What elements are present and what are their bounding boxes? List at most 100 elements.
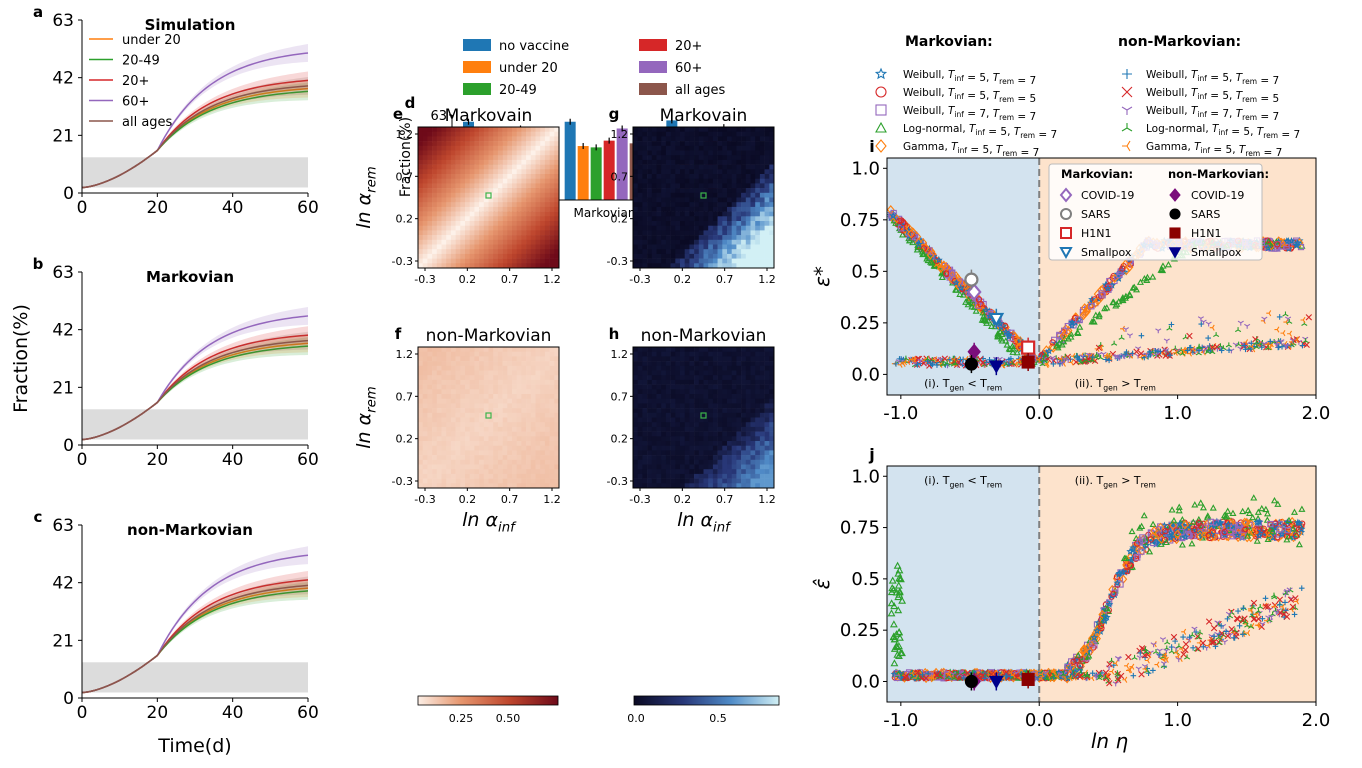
colorbar-cell (467, 696, 469, 705)
colorbar-cell (490, 696, 492, 705)
heat-cell (516, 408, 522, 414)
heat-cell (741, 436, 747, 442)
heat-cell (502, 483, 508, 489)
bar-20+ (603, 140, 615, 200)
heat-cell (656, 230, 662, 236)
heat-cell (741, 136, 747, 142)
heat-cell (684, 192, 690, 198)
heat-cell (703, 178, 709, 184)
heat-cell (759, 192, 765, 198)
heat-cell (460, 351, 466, 357)
heat-cell (521, 398, 527, 404)
heat-cell (502, 403, 508, 409)
heat-cell (755, 244, 761, 250)
heat-cell (465, 155, 470, 161)
heat-cell (512, 235, 517, 241)
heat-cell (698, 370, 704, 376)
heat-cell (642, 459, 648, 465)
heat-cell (483, 141, 489, 147)
heat-cell (698, 455, 704, 461)
heat-cell (694, 422, 700, 428)
heat-cell (469, 192, 475, 198)
heat-cell (717, 258, 723, 264)
heat-cell (460, 450, 466, 456)
colorbar-cell (538, 696, 540, 705)
colorbar-cell (764, 696, 766, 705)
heat-cell (684, 398, 690, 404)
heat-cell (703, 436, 709, 442)
heat-cell (684, 356, 690, 362)
heat-cell (446, 263, 452, 269)
panel-title: Markovian (146, 268, 234, 286)
heat-cell (455, 197, 461, 203)
heat-cell (427, 469, 433, 475)
heat-cell (722, 169, 728, 175)
colorbar-cell (740, 696, 742, 705)
heat-cell (502, 455, 508, 461)
heat-cell (512, 483, 517, 489)
heat-cell (493, 351, 499, 357)
heat-cell (769, 127, 775, 132)
heat-cell (680, 370, 685, 376)
heat-cell (418, 347, 423, 352)
heat-cell (521, 473, 527, 479)
heat-cell (750, 188, 756, 194)
heat-cell (455, 183, 461, 189)
heat-cell (521, 441, 527, 446)
heat-cell (680, 347, 685, 352)
colorbar-cell (755, 696, 757, 705)
heat-cell (502, 375, 508, 381)
colorbar-frame (633, 695, 780, 706)
heat-cell (465, 235, 470, 241)
legend-label: 60+ (122, 95, 149, 110)
heat-cell (460, 258, 466, 264)
heat-cell (530, 394, 536, 399)
heat-cell (502, 225, 508, 231)
heat-cell (665, 221, 671, 226)
heat-cell (479, 174, 485, 179)
heat-cell (446, 450, 452, 456)
heat-cell (722, 431, 728, 437)
heat-cell (549, 258, 555, 264)
heat-cell (694, 436, 700, 442)
heat-cell (535, 235, 541, 241)
heat-cell (745, 426, 751, 432)
heat-cell (418, 188, 423, 194)
scatter-point (1149, 273, 1157, 280)
heat-cell (675, 155, 681, 161)
colorbar-cell (473, 696, 475, 705)
heat-cell (717, 469, 723, 475)
heat-cell (633, 150, 638, 156)
colorbar-cell (518, 696, 520, 705)
heat-cell (722, 375, 728, 381)
heat-cell (755, 188, 761, 194)
heat-cell (488, 206, 494, 212)
heat-cell (479, 150, 485, 156)
heat-cell (436, 202, 442, 208)
heat-cell (535, 394, 541, 399)
heat-cell (465, 394, 470, 399)
heat-cell (469, 412, 475, 418)
heat-cell (656, 216, 662, 222)
heat-cell (535, 258, 541, 264)
colorbar-cell (529, 696, 531, 705)
heat-cell (759, 436, 765, 442)
heat-cell (488, 469, 494, 475)
heat-cell (670, 174, 676, 179)
heat-cell (727, 253, 732, 259)
heat-cell (665, 258, 671, 264)
heat-cell (516, 192, 522, 198)
heat-cell (493, 127, 499, 132)
heat-cell (661, 183, 667, 189)
heat-cell (474, 141, 480, 147)
colorbar-cell (494, 696, 496, 705)
heat-cell (526, 436, 532, 442)
colorbar-cell (418, 696, 420, 705)
heat-cell (731, 436, 737, 442)
heat-cell (526, 211, 532, 217)
heat-cell (759, 206, 765, 212)
heat-cell (651, 136, 657, 142)
heat-cell (717, 188, 723, 194)
heat-cell (540, 178, 546, 184)
heat-cell (549, 192, 555, 198)
